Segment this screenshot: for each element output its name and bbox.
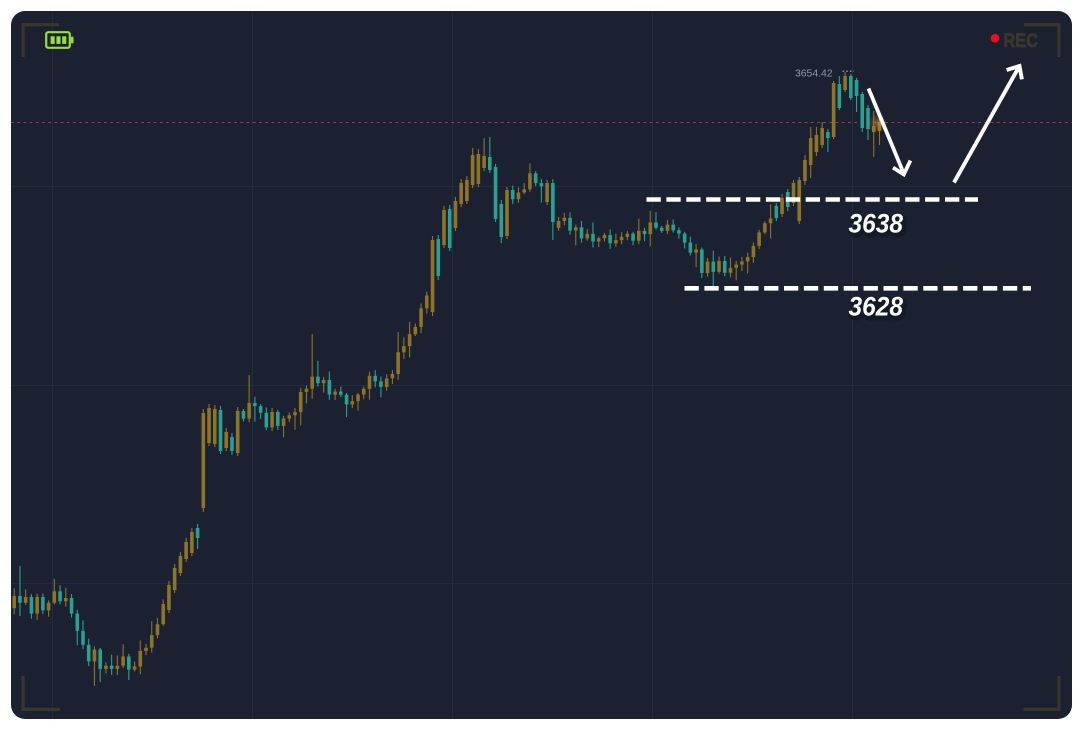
svg-text:REC: REC bbox=[1004, 31, 1039, 52]
svg-text:3628: 3628 bbox=[851, 294, 906, 324]
svg-text:3638: 3638 bbox=[851, 211, 906, 241]
svg-text:3638: 3638 bbox=[849, 209, 904, 239]
svg-text:3654.42: 3654.42 bbox=[795, 69, 833, 80]
svg-text:3628: 3628 bbox=[849, 292, 904, 322]
